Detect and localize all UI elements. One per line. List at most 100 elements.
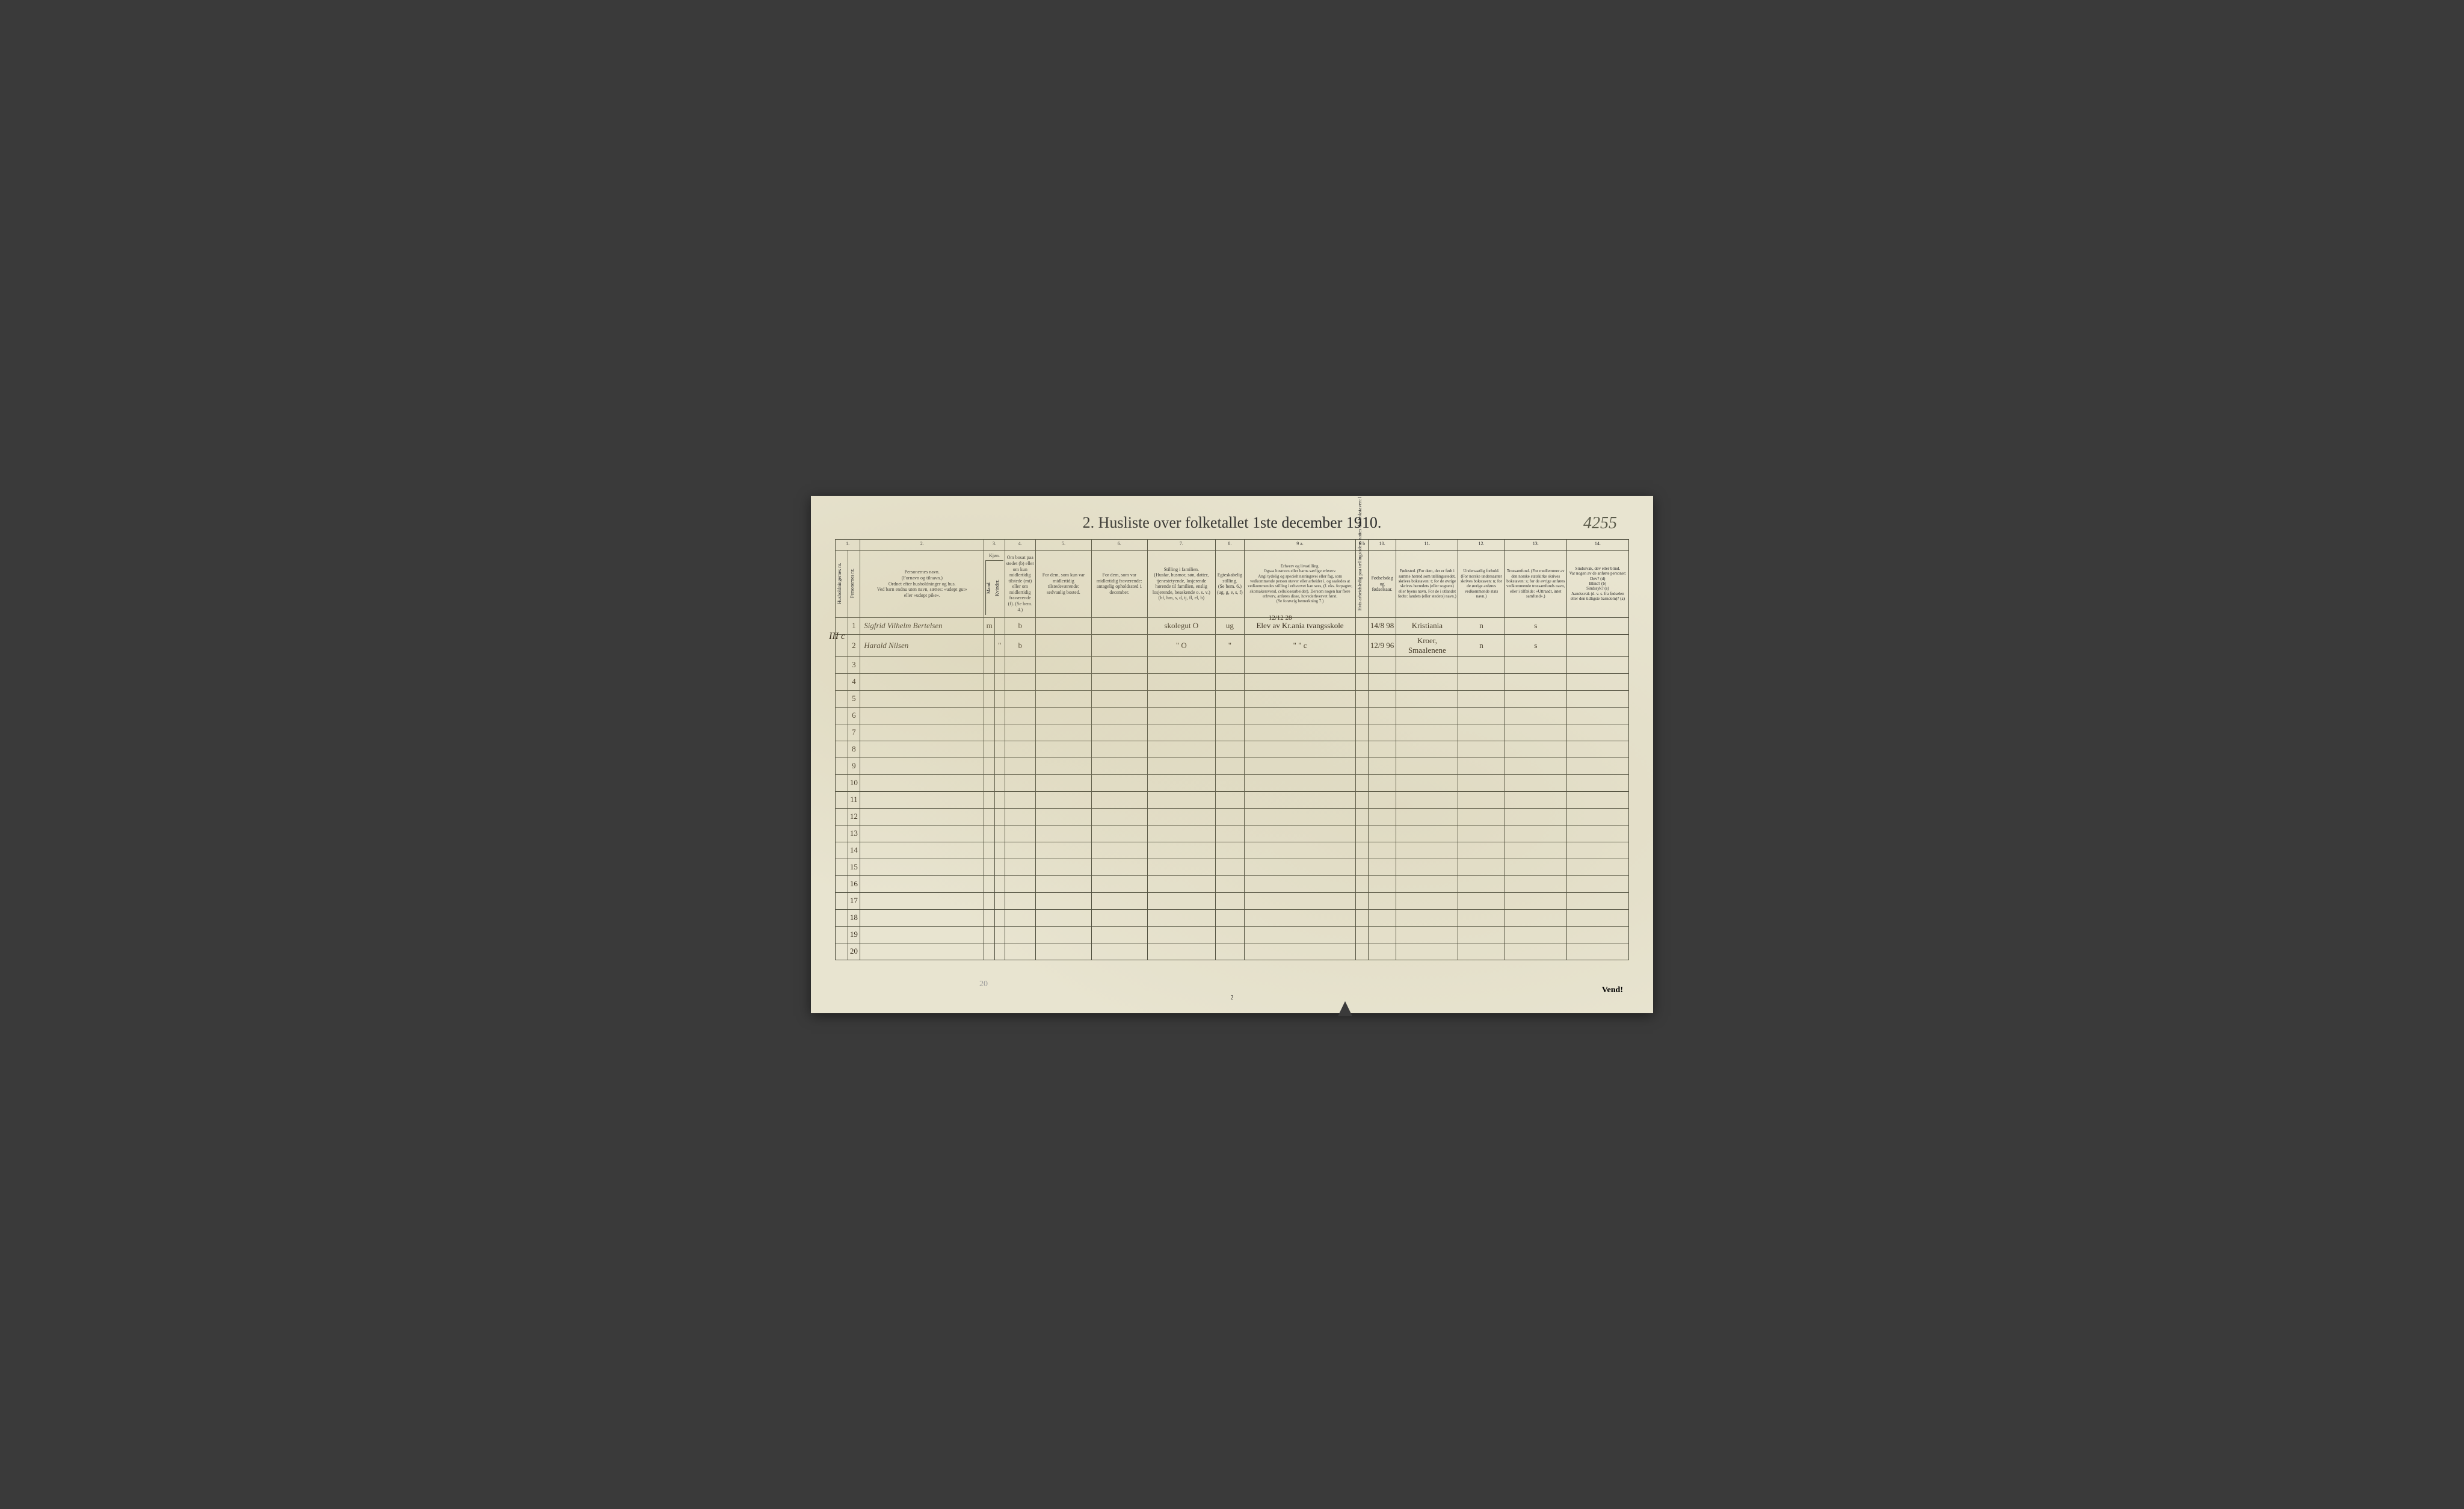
cell: [1458, 791, 1505, 808]
cell: [1566, 859, 1628, 875]
cell: [1566, 656, 1628, 673]
cell: [1005, 926, 1036, 943]
col-10: 10.: [1368, 540, 1396, 551]
cell: 17: [848, 892, 860, 909]
cell: [1005, 656, 1036, 673]
cell: [1566, 825, 1628, 842]
cell: [860, 875, 984, 892]
census-table: 1. 2. 3. 4. 5. 6. 7. 8. 9 a. 9 b 10. 11.…: [835, 539, 1629, 960]
cell: 4: [848, 673, 860, 690]
cell: [1216, 741, 1245, 758]
cell: [984, 774, 995, 791]
cell: [1216, 842, 1245, 859]
cell: [1396, 690, 1458, 707]
hdr-fodested: Fødested. (For dem, der er født i samme …: [1396, 551, 1458, 618]
cell: [984, 741, 995, 758]
cell: [1005, 774, 1036, 791]
col-1: 1.: [836, 540, 860, 551]
hdr-sindssvak: Sindssvak, døv eller blind. Var nogen av…: [1566, 551, 1628, 618]
cell: [1458, 892, 1505, 909]
cell: [1244, 808, 1356, 825]
cell: [995, 943, 1005, 960]
cell: [1396, 741, 1458, 758]
cell: [1147, 943, 1215, 960]
cell: [984, 875, 995, 892]
cell: ": [1216, 634, 1245, 656]
cell: [1396, 758, 1458, 774]
table-header: 1. 2. 3. 4. 5. 6. 7. 8. 9 a. 9 b 10. 11.…: [836, 540, 1629, 618]
cell: [1505, 808, 1566, 825]
cell: [1091, 791, 1147, 808]
cell: [1566, 634, 1628, 656]
cell: [1356, 758, 1369, 774]
hdr-stilling: Stilling i familien. (Husfar, husmor, sø…: [1147, 551, 1215, 618]
col-8: 8.: [1216, 540, 1245, 551]
cell: [860, 859, 984, 875]
hdr-tros: Trossamfund. (For medlemmer av den norsk…: [1505, 551, 1566, 618]
col-2: 2.: [860, 540, 984, 551]
col-7: 7.: [1147, 540, 1215, 551]
col-13: 13.: [1505, 540, 1566, 551]
cell: [1091, 673, 1147, 690]
table-row: 7: [836, 724, 1629, 741]
cell: [1147, 909, 1215, 926]
cell: [1244, 690, 1356, 707]
cell: [1216, 943, 1245, 960]
cell: [995, 673, 1005, 690]
cell: [1356, 774, 1369, 791]
cell: [1036, 774, 1092, 791]
cell: [1505, 943, 1566, 960]
cell: [1566, 943, 1628, 960]
cell: [1368, 791, 1396, 808]
cell: [1244, 791, 1356, 808]
cell: [1091, 617, 1147, 634]
paper-tear: [1333, 1001, 1357, 1016]
cell: [1147, 673, 1215, 690]
col-6: 6.: [1091, 540, 1147, 551]
cell: [1005, 791, 1036, 808]
cell: [1244, 892, 1356, 909]
page-number: 2: [1231, 995, 1234, 1001]
cell: [984, 690, 995, 707]
cell: [1091, 634, 1147, 656]
cell: [1216, 859, 1245, 875]
cell: [1368, 825, 1396, 842]
column-number-row: 1. 2. 3. 4. 5. 6. 7. 8. 9 a. 9 b 10. 11.…: [836, 540, 1629, 551]
table-row: 17: [836, 892, 1629, 909]
cell: [1091, 859, 1147, 875]
hdr-undersaat: Undersaatlig forhold. (For norske unders…: [1458, 551, 1505, 618]
cell: [1505, 825, 1566, 842]
cell: [1356, 943, 1369, 960]
cell: [836, 859, 848, 875]
cell: [1505, 707, 1566, 724]
cell: [1036, 808, 1092, 825]
cell: [1147, 808, 1215, 825]
cell: [1005, 741, 1036, 758]
cell: [1356, 892, 1369, 909]
hdr-person-nr: Personernes nr.: [848, 551, 860, 618]
cell: [836, 724, 848, 741]
cell: [1458, 656, 1505, 673]
cell: [1036, 926, 1092, 943]
cell: 7: [848, 724, 860, 741]
cell: [995, 808, 1005, 825]
cell: [995, 774, 1005, 791]
cell: [1356, 656, 1369, 673]
cell: [1005, 707, 1036, 724]
cell: [995, 758, 1005, 774]
cell: [1566, 707, 1628, 724]
cell: [1396, 892, 1458, 909]
cell: [1244, 842, 1356, 859]
cell: [1147, 926, 1215, 943]
cell: [995, 926, 1005, 943]
cell: [1356, 791, 1369, 808]
cell: [1368, 724, 1396, 741]
cell: [1505, 909, 1566, 926]
cell: [1091, 926, 1147, 943]
hdr-bosat: Om bosat paa stedet (b) eller om kun mid…: [1005, 551, 1036, 618]
cell: [1458, 875, 1505, 892]
cell: [860, 842, 984, 859]
cell: [1005, 943, 1036, 960]
cell: [1458, 842, 1505, 859]
cell: [1396, 707, 1458, 724]
